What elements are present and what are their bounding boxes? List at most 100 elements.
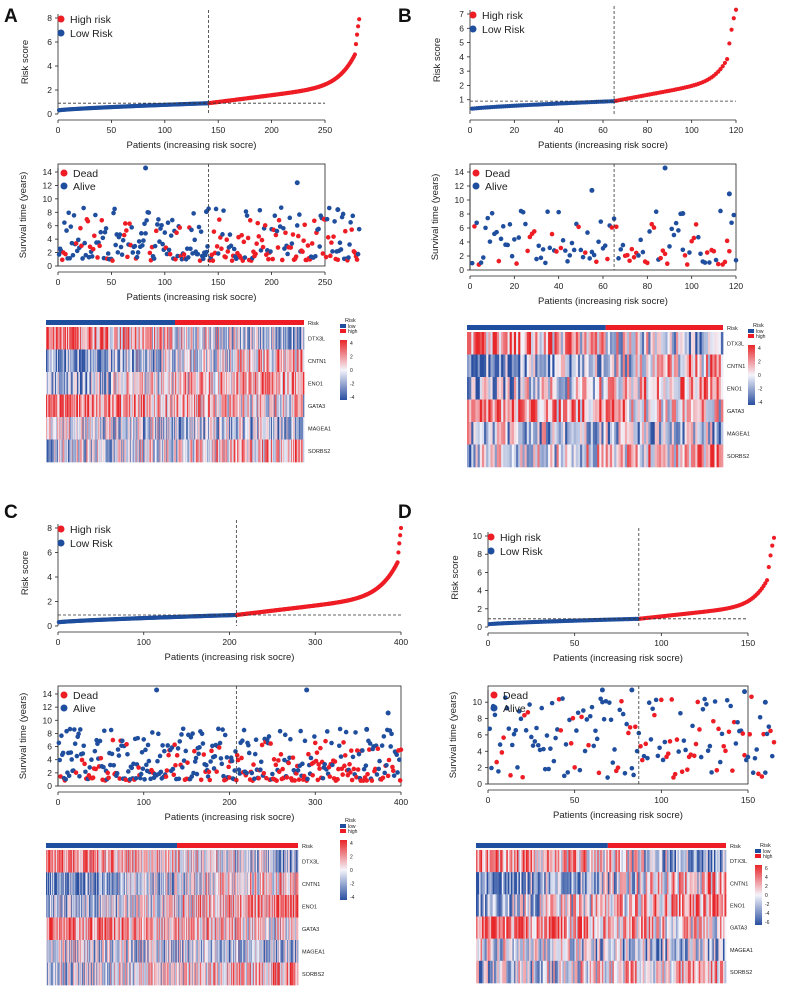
heatmap-cell [58,394,61,418]
heatmap-cell [639,422,643,445]
x-tick-label: 0 [56,797,61,807]
heatmap-cell [173,372,175,395]
heatmap-cell [147,439,149,463]
heatmap-cell [671,444,675,468]
heatmap-cell [104,372,106,395]
heatmap-cell [236,372,238,395]
heatmap-cell [125,417,127,440]
heatmap-cell [92,439,94,463]
heatmap-cell [149,372,151,395]
heatmap-cell [257,349,259,373]
heatmap-cell [227,349,229,373]
heatmap-cell [137,349,139,373]
heatmap-cell [550,332,553,355]
survival-point [733,257,739,263]
heatmap-cell [59,372,61,395]
heatmap-cell [47,872,49,896]
heatmap-cell [110,372,113,395]
survival-point [201,752,207,757]
survival-point [279,257,285,263]
heatmap-cell [53,439,55,463]
heatmap-cell [186,349,189,373]
heatmap-cell [132,327,135,350]
heatmap-cell [109,850,110,873]
heatmap-cell [511,354,515,378]
heatmap-cell [173,394,175,418]
heatmap-cell [153,349,156,373]
heatmap-cell [134,850,136,873]
heatmap-cell [153,349,155,373]
heatmap-cell [225,417,227,440]
heatmap-cell [637,377,641,400]
heatmap-cell [159,394,161,418]
heatmap-cell [162,327,164,350]
heatmap-cell [62,872,64,896]
heatmap-cell [507,399,511,423]
heatmap-cell [56,850,58,873]
heatmap-cell [177,372,180,395]
heatmap-cell [620,444,624,468]
heatmap-cell [635,399,639,423]
heatmap-cell [126,417,128,440]
heatmap-cell [684,399,688,423]
heatmap-cell [714,332,717,355]
heatmap-cell [175,349,178,373]
heatmap-cell [627,354,630,378]
heatmap-cell [518,422,521,445]
heatmap-cell [258,372,260,395]
heatmap-cell [718,354,722,378]
survival-point [151,256,157,261]
y-tick-label: 14 [43,689,53,699]
heatmap-cell [124,394,126,418]
heatmap-cell [718,422,722,445]
heatmap-cell [258,850,260,873]
heatmap-cell [187,850,189,873]
survival-point [77,774,82,779]
heatmap-cell [490,377,493,400]
risk-ylabel: Risk score [432,38,443,82]
heatmap-cell [262,372,265,395]
heatmap-cell [88,850,90,873]
heatmap-cell [105,372,107,395]
heatmap-cell [295,850,297,873]
heatmap-cell [659,422,662,445]
heatmap-cell [216,850,218,873]
heatmap-cell [251,349,254,373]
heatmap-cell [204,850,206,873]
survival-point [127,221,132,226]
legend-alive-label: Alive [73,181,96,193]
heatmap-cell [599,332,602,355]
heatmap-cell [81,850,83,873]
y-tick-label: 6 [459,23,464,33]
heatmap-cell [108,327,110,350]
heatmap-cell [282,417,285,440]
survival-point [627,258,632,264]
heatmap-cell [253,850,255,873]
heatmap-cell [284,439,287,463]
heatmap-cell [284,850,286,873]
heatmap-cell [135,417,137,440]
risk-point [727,41,732,46]
heatmap-cell [211,349,213,373]
heatmap-cell [89,439,91,463]
heatmap-cell [586,444,589,468]
heatmap-cell [236,850,238,873]
y-tick-label: 0 [47,621,52,631]
survival-point [199,731,205,737]
heatmap-cell [212,417,214,440]
heatmap-cell [64,872,66,896]
heatmap-cell [639,444,643,468]
heatmap-cell [231,850,233,873]
heatmap-cell [469,377,472,400]
heatmap-cell [469,444,472,468]
heatmap-cell [265,394,267,418]
heatmap-cell [609,377,613,400]
survival-point [337,726,343,732]
heatmap-cell [268,850,270,873]
heatmap-cell [222,850,224,873]
heatmap-cell [115,417,117,440]
heatmap-cell [301,417,303,440]
heatmap-cell [96,394,98,418]
heatmap-cell [118,327,120,350]
heatmap-cell [93,439,95,463]
